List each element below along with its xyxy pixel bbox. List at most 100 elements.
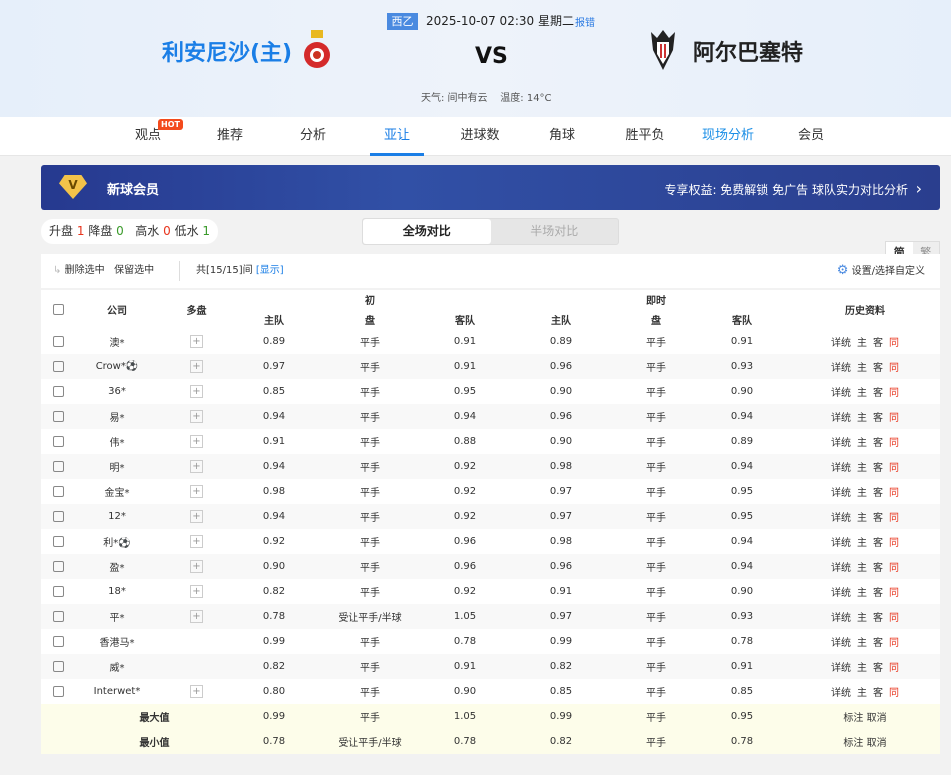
detail-stats-link[interactable]: 详统 (831, 638, 851, 649)
away-history-link[interactable]: 客 (873, 413, 883, 424)
home-history-link[interactable]: 主 (857, 438, 867, 449)
company-name[interactable]: Crow*⚽ (95, 361, 139, 372)
detail-stats-link[interactable]: 详统 (831, 513, 851, 524)
expand-multi-icon[interactable]: + (190, 685, 203, 698)
expand-multi-icon[interactable]: + (190, 610, 203, 623)
away-history-link[interactable]: 客 (873, 513, 883, 524)
company-name[interactable]: 易* (109, 413, 125, 424)
home-history-link[interactable]: 主 (857, 663, 867, 674)
home-history-link[interactable]: 主 (857, 463, 867, 474)
away-history-link[interactable]: 客 (873, 363, 883, 374)
home-history-link[interactable]: 主 (857, 688, 867, 699)
full-match-tab[interactable]: 全场对比 (363, 219, 491, 244)
membership-banner[interactable]: V 新球会员 专享权益: 免费解锁 免广告 球队实力对比分析 › (41, 165, 940, 210)
away-history-link[interactable]: 客 (873, 688, 883, 699)
away-history-link[interactable]: 客 (873, 613, 883, 624)
row-checkbox[interactable] (52, 360, 64, 372)
row-checkbox[interactable] (52, 635, 64, 647)
home-history-link[interactable]: 主 (857, 413, 867, 424)
detail-stats-link[interactable]: 详统 (831, 338, 851, 349)
home-history-link[interactable]: 主 (857, 613, 867, 624)
row-checkbox[interactable] (52, 685, 64, 697)
home-history-link[interactable]: 主 (857, 338, 867, 349)
away-history-link[interactable]: 客 (873, 638, 883, 649)
detail-stats-link[interactable]: 详统 (831, 413, 851, 424)
same-odds-link[interactable]: 同 (889, 388, 899, 399)
company-name[interactable]: 金宝* (104, 488, 130, 499)
same-odds-link[interactable]: 同 (889, 513, 899, 524)
same-odds-link[interactable]: 同 (889, 563, 899, 574)
select-all-checkbox[interactable] (52, 303, 64, 315)
row-checkbox[interactable] (52, 385, 64, 397)
same-odds-link[interactable]: 同 (889, 688, 899, 699)
tab-viewpoint[interactable]: 观点 (134, 128, 162, 143)
detail-stats-link[interactable]: 详统 (831, 663, 851, 674)
expand-multi-icon[interactable]: + (190, 435, 203, 448)
expand-multi-icon[interactable]: + (190, 485, 203, 498)
home-team-name[interactable]: 利安尼沙(主) (162, 41, 293, 66)
detail-stats-link[interactable]: 详统 (831, 363, 851, 374)
away-history-link[interactable]: 客 (873, 438, 883, 449)
same-odds-link[interactable]: 同 (889, 663, 899, 674)
half-match-tab[interactable]: 半场对比 (530, 224, 579, 238)
away-history-link[interactable]: 客 (873, 538, 883, 549)
company-name[interactable]: 平* (109, 613, 125, 624)
detail-stats-link[interactable]: 详统 (831, 563, 851, 574)
expand-multi-icon[interactable]: + (190, 560, 203, 573)
tab-recommend[interactable]: 推荐 (216, 128, 244, 143)
same-odds-link[interactable]: 同 (889, 438, 899, 449)
home-history-link[interactable]: 主 (857, 363, 867, 374)
expand-multi-icon[interactable]: + (190, 410, 203, 423)
same-odds-link[interactable]: 同 (889, 363, 899, 374)
expand-multi-icon[interactable]: + (190, 510, 203, 523)
league-badge[interactable]: 西乙 (387, 13, 418, 30)
same-odds-link[interactable]: 同 (889, 413, 899, 424)
report-error-link[interactable]: 报错 (575, 18, 595, 29)
company-name[interactable]: 明* (109, 463, 125, 474)
row-checkbox[interactable] (52, 485, 64, 497)
row-checkbox[interactable] (52, 660, 64, 672)
away-team-name[interactable]: 阿尔巴塞特 (693, 41, 804, 66)
company-name[interactable]: 12* (108, 511, 126, 522)
tab-membership[interactable]: 会员 (797, 128, 825, 143)
tab-corners[interactable]: 角球 (548, 128, 576, 143)
tab-analysis[interactable]: 分析 (299, 128, 327, 143)
detail-stats-link[interactable]: 详统 (831, 588, 851, 599)
show-link[interactable]: [显示] (255, 265, 284, 276)
expand-multi-icon[interactable]: + (190, 535, 203, 548)
tab-goals[interactable]: 进球数 (460, 128, 500, 143)
company-name[interactable]: 盈* (109, 563, 125, 574)
expand-multi-icon[interactable]: + (190, 585, 203, 598)
mark-cancel-links[interactable]: 标注 取消 (843, 738, 887, 749)
home-history-link[interactable]: 主 (857, 388, 867, 399)
row-checkbox[interactable] (52, 535, 64, 547)
row-checkbox[interactable] (52, 610, 64, 622)
tab-asian-handicap[interactable]: 亚让 (369, 117, 425, 156)
away-history-link[interactable]: 客 (873, 488, 883, 499)
tab-live-analysis[interactable]: 现场分析 (701, 128, 755, 143)
detail-stats-link[interactable]: 详统 (831, 388, 851, 399)
tab-1x2[interactable]: 胜平负 (625, 128, 665, 143)
away-history-link[interactable]: 客 (873, 663, 883, 674)
home-history-link[interactable]: 主 (857, 588, 867, 599)
same-odds-link[interactable]: 同 (889, 463, 899, 474)
row-checkbox[interactable] (52, 510, 64, 522)
company-name[interactable]: 利*⚽ (103, 538, 131, 549)
company-name[interactable]: Interwet* (93, 686, 141, 697)
company-name[interactable]: 36* (108, 386, 126, 397)
row-checkbox[interactable] (52, 460, 64, 472)
expand-multi-icon[interactable]: + (190, 335, 203, 348)
row-checkbox[interactable] (52, 410, 64, 422)
away-history-link[interactable]: 客 (873, 563, 883, 574)
same-odds-link[interactable]: 同 (889, 638, 899, 649)
away-history-link[interactable]: 客 (873, 388, 883, 399)
company-name[interactable]: 伟* (109, 438, 125, 449)
detail-stats-link[interactable]: 详统 (831, 463, 851, 474)
detail-stats-link[interactable]: 详统 (831, 488, 851, 499)
expand-multi-icon[interactable]: + (190, 385, 203, 398)
row-checkbox[interactable] (52, 335, 64, 347)
delete-selected-button[interactable]: 删除选中 (64, 265, 105, 276)
mark-cancel-links[interactable]: 标注 取消 (843, 713, 887, 724)
row-checkbox[interactable] (52, 435, 64, 447)
detail-stats-link[interactable]: 详统 (831, 538, 851, 549)
